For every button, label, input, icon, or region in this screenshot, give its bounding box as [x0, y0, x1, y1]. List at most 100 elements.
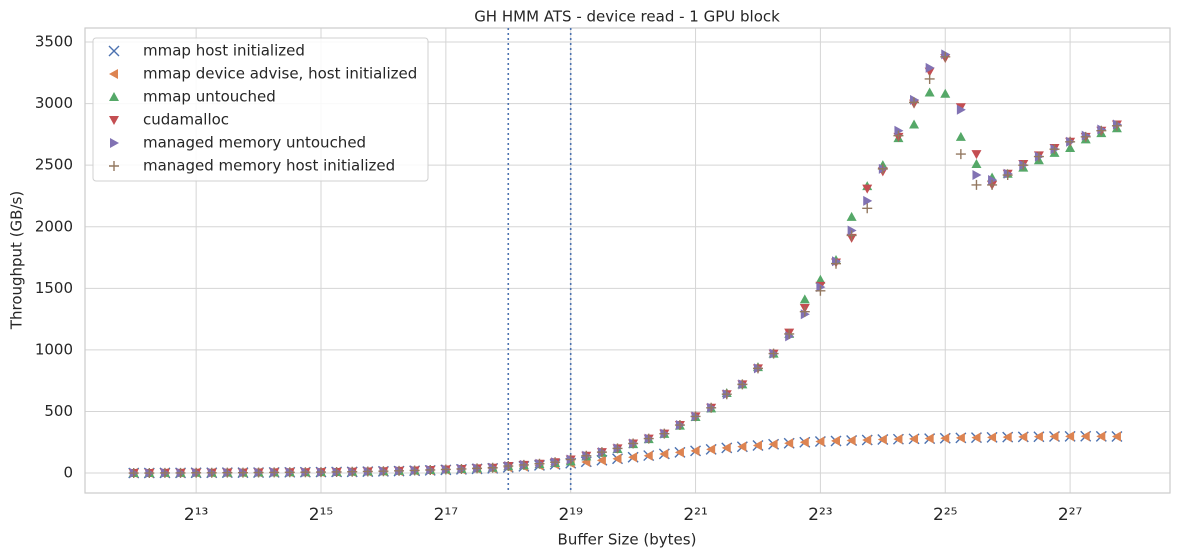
data-point: [394, 465, 405, 476]
x-tick-label: 2¹⁵: [309, 505, 333, 525]
data-point: [799, 294, 810, 304]
legend-label: mmap device advise, host initialized: [143, 65, 417, 83]
x-tick-label: 2¹⁷: [434, 505, 459, 525]
data-point: [721, 389, 732, 400]
data-point: [815, 436, 825, 447]
data-point: [940, 433, 950, 444]
data-point: [1033, 431, 1043, 442]
data-point: [534, 458, 545, 469]
legend-label: mmap untouched: [143, 88, 276, 106]
plot-frame: [84, 27, 1171, 494]
data-point: [425, 464, 436, 475]
x-axis-label: Buffer Size (bytes): [558, 531, 697, 549]
data-point: [1002, 432, 1012, 443]
data-point: [909, 119, 920, 129]
data-point: [1018, 431, 1028, 442]
legend-label: cudamalloc: [143, 111, 229, 129]
data-point: [706, 402, 717, 413]
legend-marker: [110, 138, 119, 148]
data-point: [862, 435, 872, 446]
data-point: [269, 467, 280, 478]
data-point: [971, 150, 982, 160]
data-point: [831, 258, 842, 269]
data-point: [940, 88, 951, 98]
data-point: [222, 467, 233, 478]
data-point: [565, 454, 576, 465]
data-point: [971, 432, 981, 443]
data-point: [987, 179, 998, 190]
data-point: [643, 450, 653, 461]
data-point: [643, 433, 654, 444]
data-point: [175, 467, 186, 478]
data-point: [518, 459, 529, 470]
y-tick-label: 3500: [35, 33, 73, 51]
data-point: [674, 420, 685, 431]
data-point: [206, 467, 217, 478]
data-point: [596, 447, 607, 458]
data-point: [628, 438, 639, 449]
data-point: [378, 466, 389, 477]
data-point: [862, 184, 873, 194]
data-point: [159, 467, 170, 478]
data-point: [893, 130, 904, 141]
data-point: [362, 466, 373, 477]
x-tick-label: 2¹⁹: [558, 505, 583, 525]
data-point: [799, 437, 809, 448]
data-point: [456, 463, 467, 474]
data-point: [1033, 151, 1044, 162]
data-point: [752, 363, 763, 374]
data-point: [1096, 125, 1107, 136]
data-point: [331, 466, 342, 477]
data-point: [737, 379, 748, 390]
data-point: [596, 455, 606, 466]
data-point: [862, 203, 873, 214]
data-point: [550, 457, 561, 468]
data-point: [315, 467, 326, 478]
data-point: [893, 434, 903, 445]
data-point: [1002, 170, 1013, 181]
data-point: [955, 432, 965, 443]
data-point: [581, 450, 592, 461]
data-point: [815, 274, 826, 284]
data-point: [956, 104, 966, 115]
legend-box: [92, 37, 429, 182]
data-point: [440, 464, 451, 475]
data-point: [940, 51, 951, 62]
data-point: [674, 447, 684, 458]
y-tick-label: 2000: [35, 217, 73, 235]
legend-marker: [109, 92, 119, 101]
data-point: [799, 306, 810, 317]
legend-marker: [109, 161, 119, 171]
data-point: [1111, 431, 1121, 442]
data-point: [924, 73, 935, 84]
data-point: [784, 328, 795, 339]
x-tick-label: 2²⁵: [933, 505, 957, 525]
chart-title: GH HMM ATS - device read - 1 GPU block: [474, 8, 780, 26]
data-point: [768, 348, 779, 359]
data-point: [659, 448, 669, 459]
data-point: [128, 468, 139, 479]
data-point: [1096, 431, 1106, 442]
data-point: [284, 467, 295, 478]
data-point: [721, 442, 731, 453]
data-point: [1065, 142, 1076, 152]
data-point: [971, 158, 982, 168]
data-point: [409, 465, 420, 476]
data-point: [846, 211, 857, 221]
data-point: [737, 441, 747, 452]
data-point: [987, 432, 997, 443]
y-axis-label: Throughput (GB/s): [8, 191, 26, 330]
y-tick-label: 500: [44, 402, 73, 420]
data-point: [1080, 431, 1090, 442]
y-tick-label: 2500: [35, 156, 73, 174]
legend-marker: [108, 45, 120, 57]
data-point: [1049, 431, 1059, 442]
data-point: [815, 285, 826, 296]
data-point: [191, 467, 202, 478]
y-tick-label: 0: [63, 464, 73, 482]
data-point: [846, 230, 857, 241]
data-point: [877, 434, 887, 445]
data-point: [1065, 136, 1076, 147]
